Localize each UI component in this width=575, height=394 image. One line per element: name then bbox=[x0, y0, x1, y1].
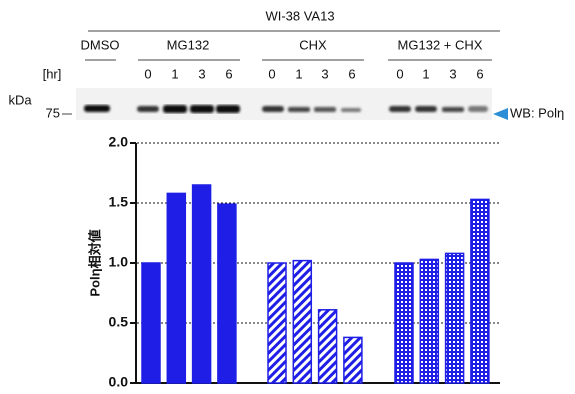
bar bbox=[471, 199, 489, 383]
y-tick-label: 2.0 bbox=[109, 134, 129, 150]
lane-label: 6 bbox=[476, 66, 483, 81]
lane-label: 1 bbox=[295, 66, 302, 81]
bar bbox=[319, 310, 337, 383]
hr-label: [hr] bbox=[43, 66, 62, 81]
y-tick-label: 1.5 bbox=[109, 194, 129, 210]
lane-label: 3 bbox=[321, 66, 328, 81]
lane-label: 6 bbox=[348, 66, 355, 81]
lane-label: 0 bbox=[396, 66, 403, 81]
lane-label: 1 bbox=[171, 66, 178, 81]
group-label: CHX bbox=[299, 37, 327, 52]
bar bbox=[218, 204, 236, 383]
lane-label: 0 bbox=[144, 66, 151, 81]
y-tick-label: 0.0 bbox=[109, 374, 129, 390]
lane-label: 3 bbox=[449, 66, 456, 81]
bar bbox=[142, 263, 160, 383]
bar bbox=[293, 261, 311, 383]
y-tick-label: 0.5 bbox=[109, 314, 129, 330]
group-label: DMSO bbox=[81, 37, 120, 52]
y-tick-label: 1.0 bbox=[109, 254, 129, 270]
bar bbox=[446, 253, 464, 383]
kda-label: kDa bbox=[8, 92, 32, 107]
y-axis-label: Polη相対値 bbox=[87, 229, 102, 296]
arrow bbox=[493, 108, 508, 120]
bar bbox=[395, 263, 413, 383]
lane-label: 0 bbox=[268, 66, 275, 81]
bar bbox=[268, 263, 286, 383]
lane-label: 3 bbox=[198, 66, 205, 81]
lane-label: 1 bbox=[422, 66, 429, 81]
bar bbox=[193, 185, 211, 383]
lane-label: 6 bbox=[225, 66, 232, 81]
group-label: MG132 bbox=[167, 37, 210, 52]
blot-title: WI-38 VA13 bbox=[265, 8, 334, 23]
bar bbox=[420, 259, 438, 383]
blot-image bbox=[76, 88, 492, 120]
bar bbox=[344, 337, 362, 383]
wb-label: WB: Polη bbox=[510, 105, 564, 120]
bar bbox=[167, 193, 185, 383]
marker-label: 75 bbox=[46, 105, 60, 120]
group-label: MG132 + CHX bbox=[398, 37, 483, 52]
figure: WI-38 VA13 DMSO MG132 CHX MG132 + CHX [h… bbox=[0, 0, 575, 394]
